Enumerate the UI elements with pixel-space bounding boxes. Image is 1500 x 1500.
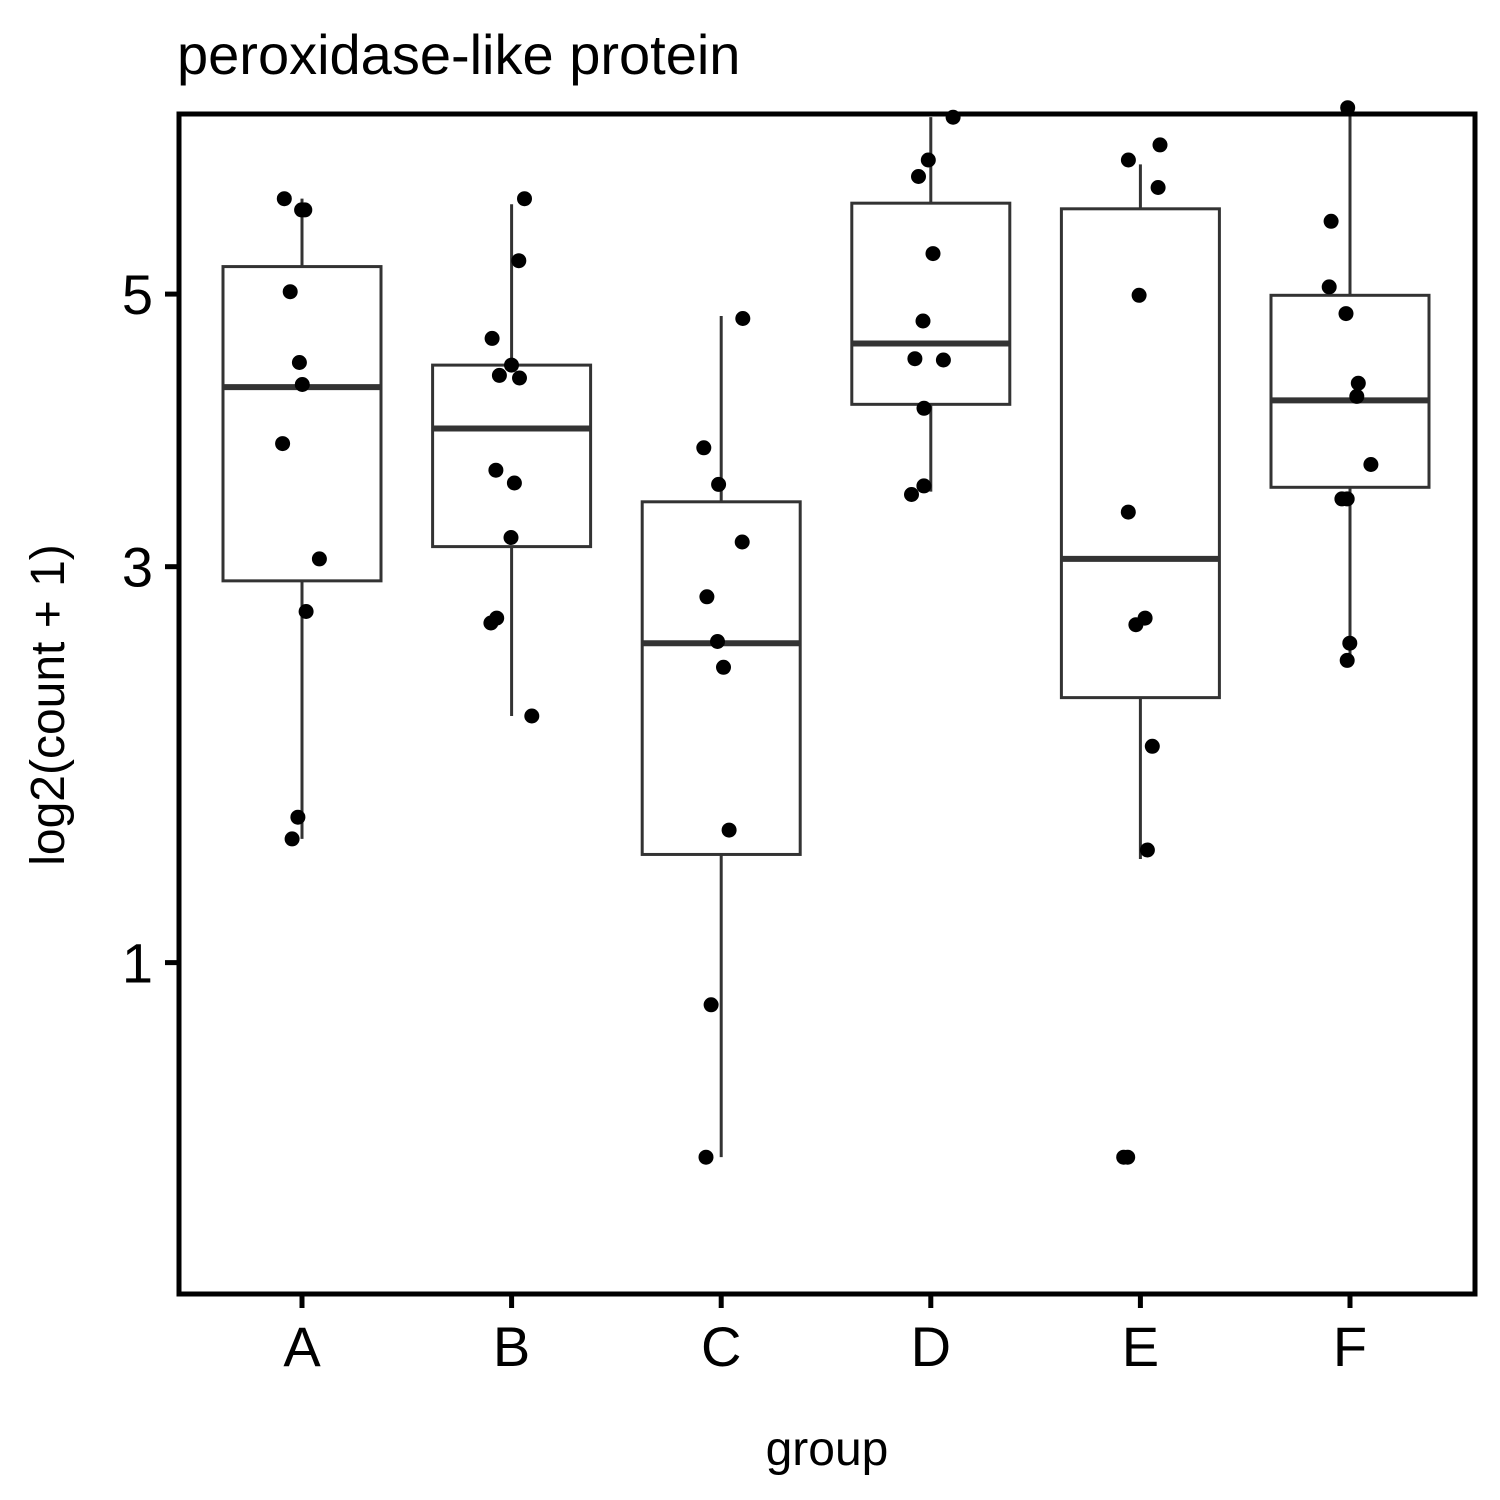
data-point-b bbox=[484, 330, 500, 346]
data-point-a bbox=[275, 436, 291, 452]
box-b bbox=[431, 363, 593, 549]
data-point-f bbox=[1350, 375, 1366, 391]
data-point-e bbox=[1128, 617, 1144, 633]
data-point-a bbox=[297, 202, 313, 218]
box-group-a bbox=[221, 198, 383, 839]
data-point-b bbox=[503, 530, 519, 545]
data-point-c bbox=[698, 1149, 714, 1165]
data-point-e bbox=[1120, 152, 1136, 168]
data-point-e bbox=[1131, 287, 1147, 303]
data-point-f bbox=[1339, 491, 1355, 507]
data-point-a bbox=[311, 551, 327, 567]
data-point-c bbox=[716, 659, 731, 675]
data-point-a bbox=[294, 377, 310, 392]
box-group-f bbox=[1269, 107, 1431, 663]
x-tick-label-b: B bbox=[493, 1315, 530, 1378]
data-point-d bbox=[904, 487, 919, 502]
box-a bbox=[221, 265, 383, 583]
data-point-e bbox=[1120, 504, 1136, 520]
data-point-c bbox=[699, 589, 715, 605]
axes: 1 3 5 A B C D E F bbox=[122, 263, 1367, 1378]
x-tick-label-e: E bbox=[1122, 1315, 1159, 1378]
box-group-d bbox=[850, 117, 1012, 492]
data-point-a bbox=[282, 284, 298, 300]
box-group-b bbox=[431, 204, 593, 716]
data-point-e bbox=[1152, 137, 1168, 153]
data-point-d bbox=[915, 313, 931, 329]
data-point-e bbox=[1150, 180, 1166, 195]
y-tick-label-3: 3 bbox=[122, 536, 153, 599]
data-point-d bbox=[916, 478, 932, 494]
box-f bbox=[1269, 293, 1431, 489]
x-tick-label-a: A bbox=[283, 1315, 321, 1378]
data-point-a bbox=[276, 191, 292, 207]
y-tick-label-1: 1 bbox=[122, 932, 153, 995]
data-point-c bbox=[703, 997, 719, 1013]
data-point-c bbox=[710, 634, 725, 649]
x-tick-label-c: C bbox=[701, 1315, 741, 1378]
data-point-f bbox=[1342, 635, 1358, 651]
box-group-e bbox=[1059, 164, 1221, 859]
data-point-d bbox=[935, 352, 951, 368]
data-point-f bbox=[1338, 306, 1354, 322]
data-point-d bbox=[916, 400, 932, 416]
data-point-c bbox=[734, 534, 750, 550]
data-point-f bbox=[1349, 388, 1365, 404]
data-point-a bbox=[291, 355, 307, 370]
data-point-b bbox=[524, 708, 540, 724]
data-point-c bbox=[721, 822, 737, 838]
x-axis-title: group bbox=[766, 1423, 889, 1476]
data-point-a bbox=[290, 809, 306, 825]
data-point-b bbox=[517, 191, 532, 207]
data-point-b bbox=[511, 253, 527, 269]
data-point-e bbox=[1120, 1149, 1136, 1165]
data-point-b bbox=[491, 367, 507, 383]
data-point-c bbox=[711, 476, 727, 492]
data-point-b bbox=[483, 615, 499, 631]
data-point-f bbox=[1321, 279, 1337, 295]
panel-border bbox=[176, 111, 1478, 1297]
y-axis-title: log2(count + 1) bbox=[22, 544, 75, 866]
data-point-f bbox=[1340, 100, 1356, 116]
data-point-d bbox=[920, 152, 936, 168]
x-tick-label-d: D bbox=[911, 1315, 951, 1378]
data-point-d bbox=[911, 169, 926, 184]
y-tick-label-5: 5 bbox=[122, 263, 153, 326]
data-point-b bbox=[488, 462, 504, 478]
data-point-a bbox=[298, 604, 314, 619]
data-point-f bbox=[1339, 652, 1355, 668]
box-c bbox=[640, 500, 802, 856]
chart-title: peroxidase-like protein bbox=[177, 23, 740, 86]
plot-area bbox=[221, 100, 1431, 1165]
data-point-f bbox=[1363, 457, 1379, 472]
data-point-e bbox=[1139, 842, 1155, 858]
box-group-c bbox=[640, 316, 802, 1158]
data-point-d bbox=[925, 246, 941, 262]
data-point-b bbox=[504, 357, 519, 373]
data-point-a bbox=[284, 831, 300, 847]
data-point-b bbox=[512, 370, 527, 386]
data-point-c bbox=[696, 440, 712, 456]
box-d bbox=[850, 201, 1012, 406]
data-point-f bbox=[1323, 213, 1339, 229]
data-point-d bbox=[907, 351, 923, 367]
data-point-e bbox=[1144, 738, 1160, 754]
x-tick-label-f: F bbox=[1333, 1315, 1367, 1378]
data-point-b bbox=[506, 475, 522, 491]
data-point-c bbox=[735, 311, 751, 326]
